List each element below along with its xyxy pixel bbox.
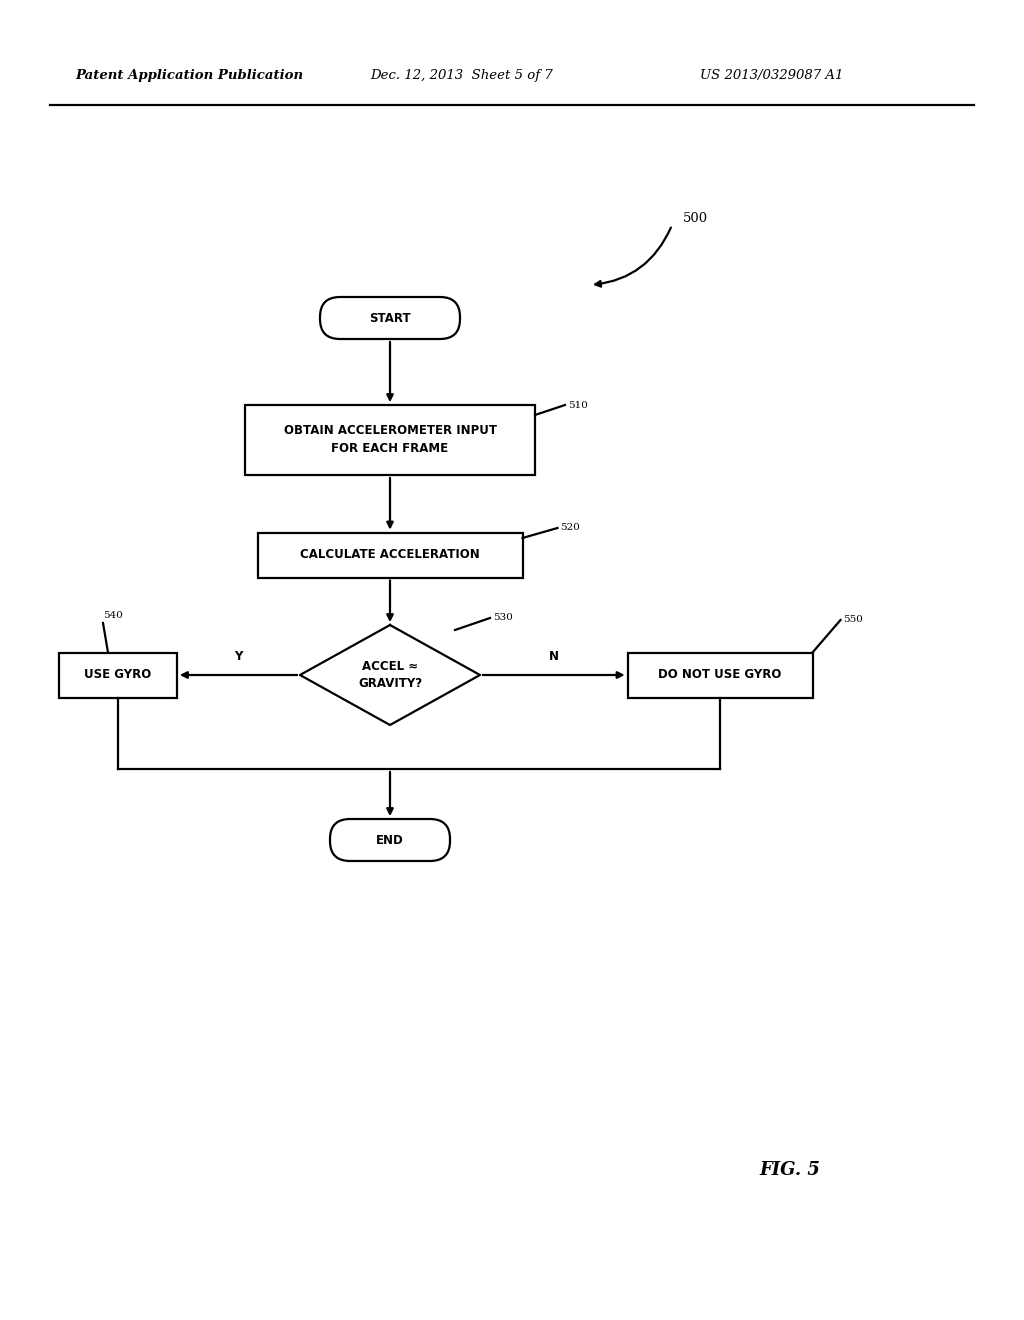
Text: 500: 500	[683, 211, 709, 224]
FancyBboxPatch shape	[319, 297, 460, 339]
Text: 520: 520	[560, 524, 581, 532]
Text: 510: 510	[568, 400, 588, 409]
Text: Y: Y	[234, 649, 243, 663]
Text: 550: 550	[844, 615, 863, 624]
Text: Dec. 12, 2013  Sheet 5 of 7: Dec. 12, 2013 Sheet 5 of 7	[370, 69, 553, 82]
Text: 540: 540	[103, 610, 123, 619]
Text: OBTAIN ACCELEROMETER INPUT
FOR EACH FRAME: OBTAIN ACCELEROMETER INPUT FOR EACH FRAM…	[284, 425, 497, 455]
Text: Patent Application Publication: Patent Application Publication	[75, 69, 303, 82]
Text: USE GYRO: USE GYRO	[84, 668, 152, 681]
Polygon shape	[300, 624, 480, 725]
Text: CALCULATE ACCELERATION: CALCULATE ACCELERATION	[300, 549, 480, 561]
Text: US 2013/0329087 A1: US 2013/0329087 A1	[700, 69, 844, 82]
Text: DO NOT USE GYRO: DO NOT USE GYRO	[658, 668, 781, 681]
Text: START: START	[370, 312, 411, 325]
Bar	[59, 652, 177, 697]
Bar	[245, 405, 535, 475]
Text: 530: 530	[493, 614, 513, 623]
Text: END: END	[376, 833, 403, 846]
Text: ACCEL ≈
GRAVITY?: ACCEL ≈ GRAVITY?	[358, 660, 422, 690]
Text: FIG. 5: FIG. 5	[760, 1162, 820, 1179]
Bar	[257, 532, 522, 578]
FancyBboxPatch shape	[330, 818, 450, 861]
Bar	[628, 652, 812, 697]
Text: N: N	[549, 649, 559, 663]
